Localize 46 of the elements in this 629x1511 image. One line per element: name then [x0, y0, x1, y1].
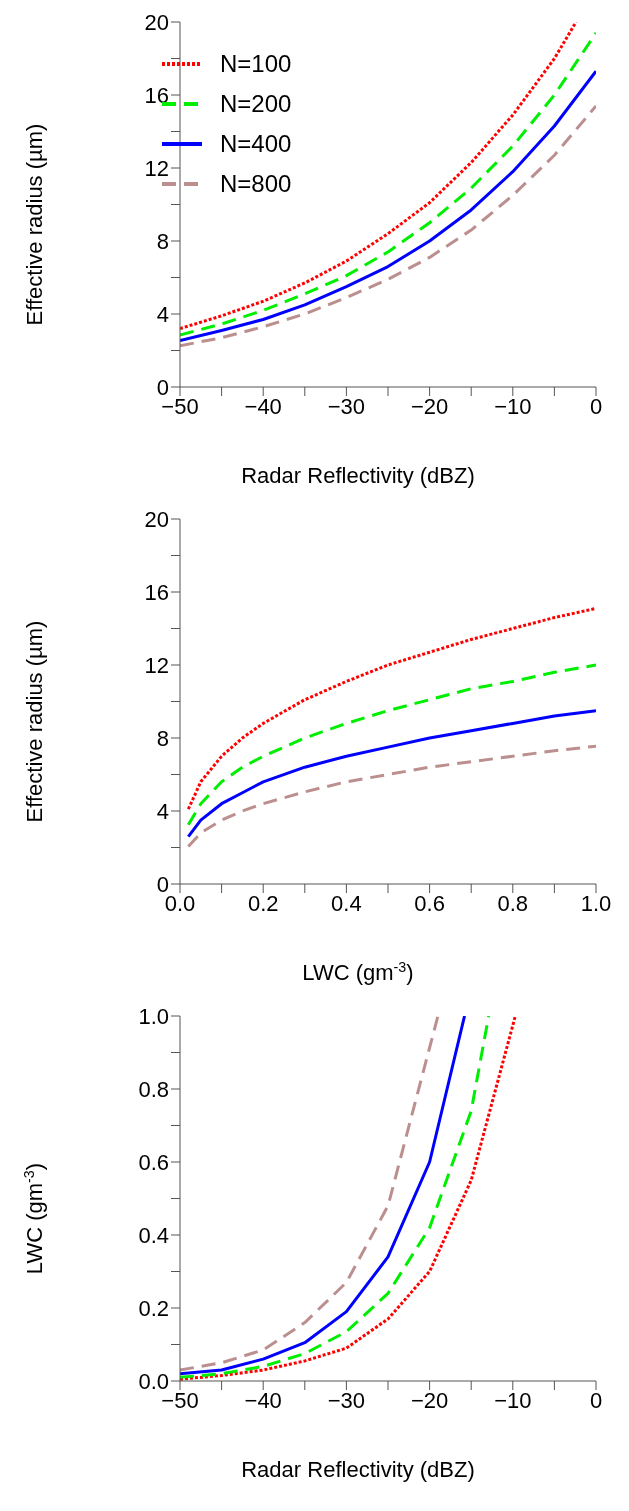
y-tick-label: 20 [144, 506, 169, 532]
y-tick-label: 20 [144, 9, 169, 35]
x-tick-label: 0 [589, 1387, 603, 1413]
x-tick-label: 0.2 [247, 890, 279, 916]
x-tick-label: 1.0 [580, 890, 612, 916]
y-axis-title: Effective radius (µm) [22, 123, 47, 326]
x-tick-label: 0.4 [331, 890, 362, 916]
legend-label: N=200 [220, 89, 292, 119]
x-tick-label: −40 [244, 393, 282, 419]
line-series [186, 606, 596, 811]
y-tick-label: 12 [144, 652, 169, 678]
x-tick-label: −30 [327, 1387, 366, 1413]
x-tick-label: −10 [494, 393, 532, 419]
x-tick-label: 0.6 [414, 890, 445, 916]
legend-label: N=100 [220, 49, 292, 79]
x-tick-label: 0 [589, 393, 603, 419]
x-tick-label: −10 [494, 1387, 532, 1413]
y-tick-label: 12 [144, 155, 169, 181]
x-tick-label: −20 [410, 393, 449, 419]
y-tick-label: 16 [144, 82, 169, 108]
y-tick-label: 0.0 [138, 1368, 169, 1394]
y-tick-label: 0 [156, 871, 169, 897]
y-tick-label: 4 [156, 301, 169, 327]
x-axis-title: Radar Reflectivity (dBZ) [241, 1457, 475, 1482]
y-tick-label: 0.8 [138, 1076, 169, 1102]
x-axis-title: Radar Reflectivity (dBZ) [241, 463, 475, 488]
x-axis-title: LWC (gm$^{-3}$) [302, 959, 414, 985]
y-tick-label: 4 [156, 798, 169, 824]
y-tick-label: 0.6 [138, 1149, 169, 1175]
y-tick-label: 0.2 [138, 1295, 169, 1321]
x-tick-label: 0.8 [497, 890, 529, 916]
y-tick-label: 16 [144, 579, 169, 605]
x-tick-label: −30 [327, 393, 366, 419]
line-series [186, 744, 596, 849]
y-tick-label: 0 [156, 374, 169, 400]
legend-label: N=800 [220, 169, 292, 199]
line-series [186, 663, 596, 827]
y-tick-label: 8 [156, 725, 169, 751]
y-axis-title: Effective radius (µm) [22, 620, 47, 823]
legend-label: N=400 [220, 129, 292, 159]
line-series [186, 709, 596, 839]
y-tick-label: 8 [156, 228, 169, 254]
x-tick-label: −40 [244, 1387, 282, 1413]
y-tick-label: 1.0 [138, 1003, 169, 1029]
y-tick-label: 0.4 [138, 1222, 169, 1248]
x-tick-label: −20 [410, 1387, 449, 1413]
